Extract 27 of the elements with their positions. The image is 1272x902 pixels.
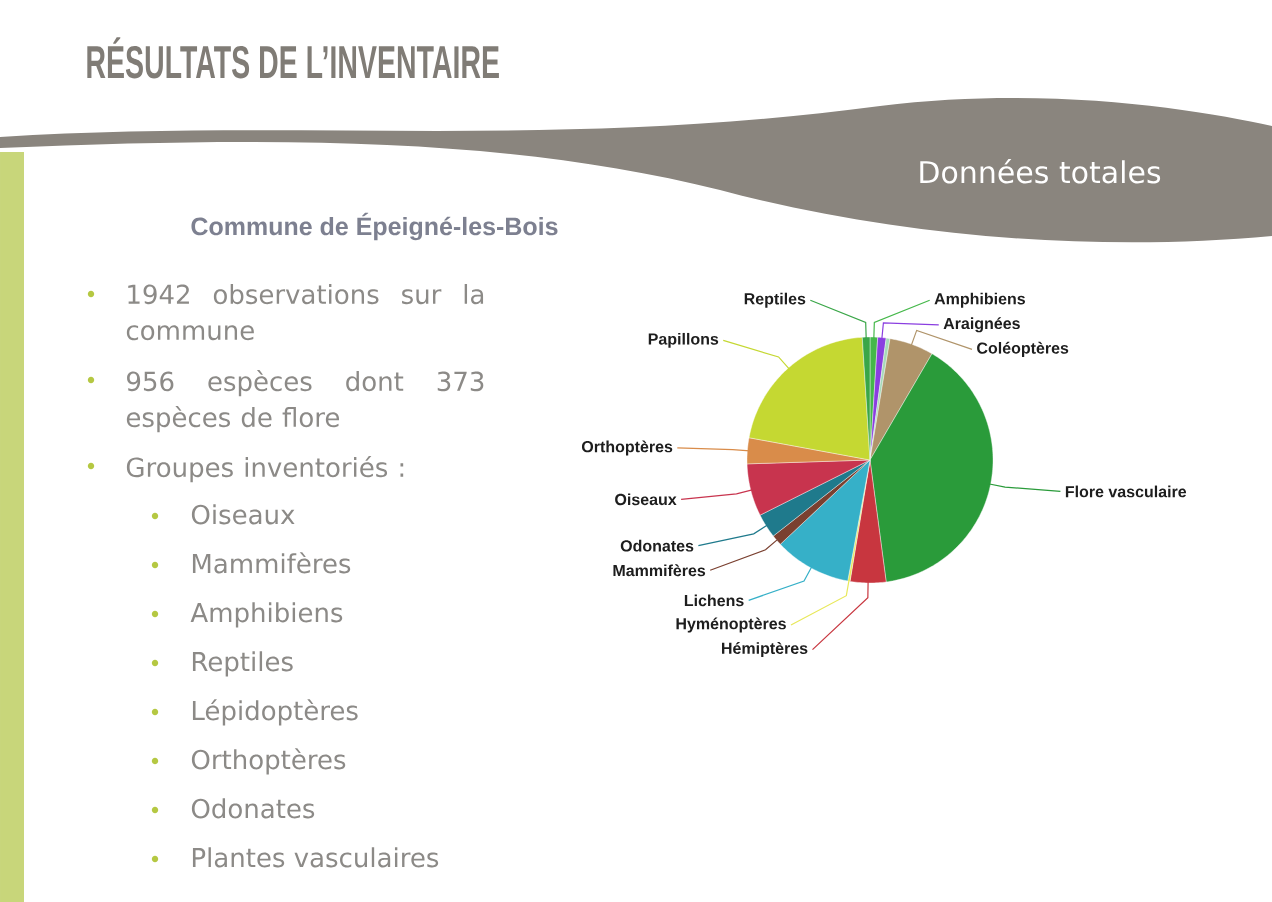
- slice-label: Odonates: [620, 539, 694, 552]
- slice-label: Oiseaux: [615, 493, 677, 506]
- text: 956 espèces dont 373 espèces de flore: [126, 370, 484, 433]
- text: Amphibiens: [190, 602, 343, 628]
- slice-label: Orthoptères: [581, 440, 673, 456]
- slice-label: Hyménoptères: [676, 617, 786, 633]
- slice-label: Mammifères: [613, 564, 706, 577]
- chart-title: RÉSULTATS DE L’INVENTAIRE: [87, 37, 499, 79]
- slice-label: Hémiptères: [722, 642, 808, 658]
- slice-label: Reptiles: [744, 292, 806, 308]
- text: Lépidoptères: [192, 699, 358, 726]
- slice-label: Amphibiens: [934, 292, 1026, 308]
- text: Commune de Épeigné-les-Bois: [191, 212, 558, 241]
- slice-label: Papillons: [648, 332, 719, 348]
- text: 1942 observations sur la commune: [126, 284, 484, 341]
- text: Groupes inventoriés :: [126, 456, 404, 483]
- slice-label: Araignées: [943, 317, 1020, 333]
- slice-label: Coléoptères: [977, 341, 1069, 357]
- slice-label: Lichens: [684, 594, 744, 607]
- slice-label: Flore vasculaire: [1065, 485, 1187, 498]
- text: Orthoptères: [191, 748, 346, 775]
- text: Odonates: [191, 798, 315, 819]
- chart-subtitle: Données totales: [920, 159, 1161, 184]
- text: Reptiles: [192, 651, 293, 677]
- text: Oiseaux: [191, 504, 295, 525]
- text: Mammifères: [192, 552, 351, 574]
- text: Plantes vasculaires: [192, 847, 439, 868]
